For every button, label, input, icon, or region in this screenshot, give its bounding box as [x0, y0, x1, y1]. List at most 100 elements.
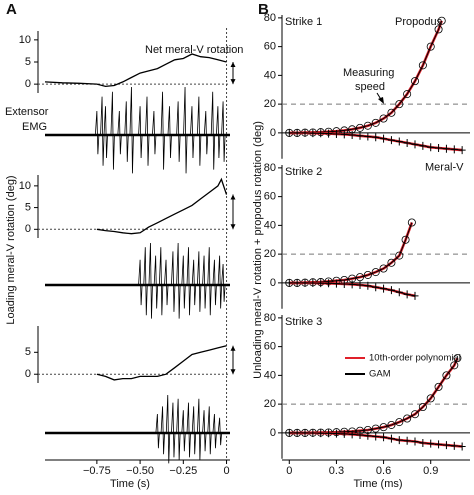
emg-spike: [215, 106, 221, 159]
emg-spike: [176, 101, 181, 162]
x-tick-label: 0: [286, 465, 292, 477]
emg-spike: [190, 106, 195, 159]
y-tick-label: 0: [25, 223, 31, 235]
x-tick-label: 0.3: [329, 465, 344, 477]
meral-point: [356, 281, 364, 290]
emg-spike: [129, 86, 134, 174]
meral-point: [411, 140, 419, 149]
emg-spike: [207, 406, 212, 455]
propodus-point: [418, 402, 427, 411]
meral-point: [403, 290, 411, 299]
emg-spike: [196, 398, 202, 461]
series-label: Propodus: [395, 16, 443, 28]
legend-label: 10th-order polynomial: [369, 353, 461, 364]
emg-spike: [164, 259, 169, 306]
emg-spike: [94, 110, 100, 155]
meral-point: [348, 131, 356, 140]
meral-point: [411, 437, 419, 446]
propodus-point: [434, 25, 443, 34]
y-tick-label: 60: [264, 41, 276, 53]
rotation-line: [96, 177, 228, 235]
meral-point: [332, 130, 340, 139]
emg-spike: [143, 247, 148, 316]
meral-point: [427, 143, 435, 152]
propodus-point: [426, 42, 435, 51]
propodus-point: [355, 123, 364, 132]
meral-point: [293, 428, 301, 437]
x-axis-label: Time (s): [110, 478, 150, 490]
emg-spike: [212, 259, 217, 306]
emg-spike: [217, 255, 223, 309]
emg-spike: [153, 255, 159, 309]
emg-spike: [186, 402, 191, 458]
propodus-point: [403, 90, 412, 99]
emg-spike: [196, 96, 202, 166]
emg-spike: [167, 106, 172, 159]
annotation: Net meral-V rotation: [145, 44, 243, 56]
emg-spike: [207, 247, 212, 316]
meral-point: [372, 283, 380, 292]
propodus-point: [363, 270, 372, 279]
y-axis-label: Unloading meral-V rotation + propodus ro…: [252, 121, 264, 379]
arrow-head: [378, 97, 384, 104]
emg-spike: [176, 242, 181, 319]
emg-spike: [221, 101, 226, 162]
propodus-point: [426, 394, 435, 403]
propodus-point: [403, 414, 412, 423]
annotation: Measuring: [343, 67, 394, 79]
emg-spike: [171, 251, 176, 312]
meral-point: [356, 131, 364, 140]
meral-point: [395, 137, 403, 146]
meral-point: [395, 288, 403, 297]
strike-label: Strike 2: [285, 166, 322, 178]
y-tick-label: 20: [264, 248, 276, 260]
rotation-line: [44, 53, 227, 88]
meral-point: [317, 129, 325, 138]
meral-point: [450, 145, 458, 154]
emg-spike: [160, 406, 165, 455]
y-tick-label: 5: [25, 201, 31, 213]
meral-point: [387, 136, 395, 145]
x-tick-label: 0.9: [423, 465, 438, 477]
propodus-point: [453, 354, 462, 363]
meral-point: [435, 143, 443, 152]
meral-point: [442, 144, 450, 153]
emg-spike: [202, 410, 207, 452]
x-axis-label: Time (ms): [353, 478, 402, 490]
emg-spike: [181, 410, 186, 452]
propodus-point: [437, 16, 446, 25]
legend-label: GAM: [369, 369, 391, 380]
meral-point: [372, 133, 380, 142]
x-tick-label: −0.75: [83, 465, 111, 477]
propodus-point: [418, 61, 427, 70]
meral-point: [395, 436, 403, 445]
emg-spike: [221, 263, 226, 302]
y-tick-label: 0: [270, 277, 276, 289]
meral-point: [387, 286, 395, 295]
propodus-point: [395, 100, 404, 109]
arrow-head: [230, 62, 236, 85]
emg-spike: [191, 259, 197, 306]
y-tick-label: 0: [25, 78, 31, 90]
meral-point: [372, 432, 380, 441]
meral-point: [325, 429, 333, 438]
meral-point: [285, 278, 293, 287]
propodus-point: [387, 258, 396, 267]
meral-point: [364, 431, 372, 440]
y-tick-label: 40: [264, 369, 276, 381]
y-tick-label: 80: [264, 312, 276, 324]
meral-point: [387, 434, 395, 443]
meral-point: [411, 291, 419, 300]
meral-point: [325, 129, 333, 138]
strike-label: Strike 3: [285, 316, 322, 328]
meral-point: [301, 128, 309, 137]
panel-letter: A: [6, 1, 17, 18]
emg-spike: [148, 242, 153, 319]
propodus-point: [401, 235, 410, 244]
propodus-point: [407, 218, 416, 227]
meral-point: [348, 430, 356, 439]
meral-point: [309, 279, 317, 288]
y-tick-label: 80: [264, 162, 276, 174]
emg-label: Extensor: [5, 106, 49, 118]
